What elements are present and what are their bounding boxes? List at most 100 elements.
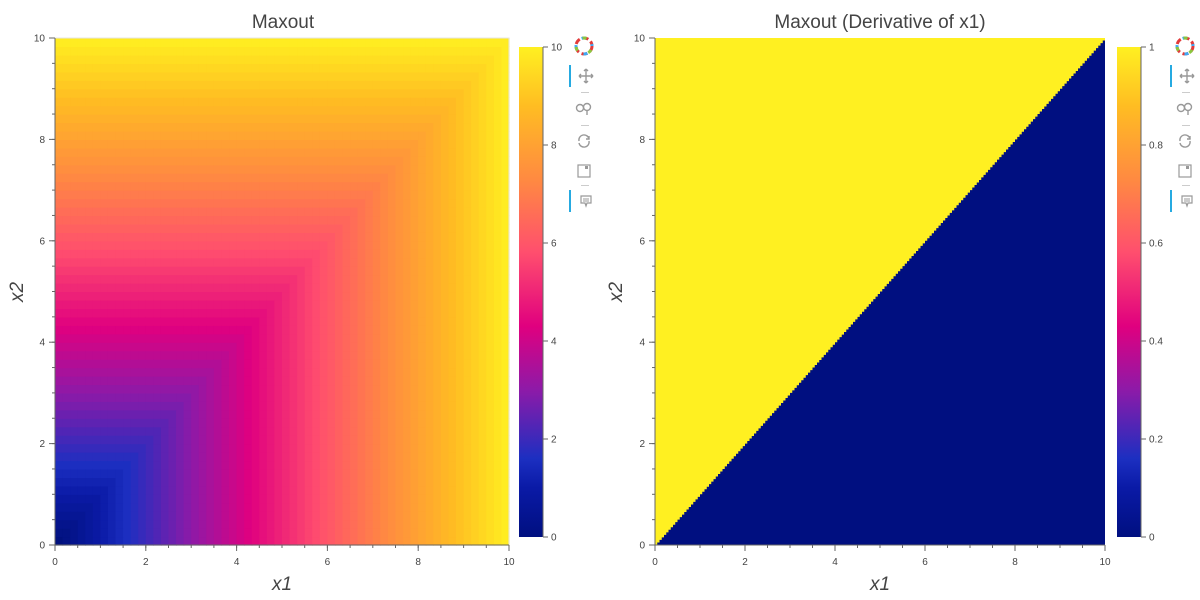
heatmap-cell bbox=[289, 105, 298, 115]
heatmap-cell bbox=[403, 367, 412, 377]
hover-icon[interactable] bbox=[1170, 190, 1200, 212]
heatmap-cell bbox=[342, 88, 351, 98]
heatmap-cell bbox=[342, 215, 351, 225]
heatmap-cell bbox=[387, 392, 397, 402]
heatmap-cell bbox=[304, 266, 313, 276]
heatmap-cell bbox=[478, 443, 487, 453]
heatmap-cell bbox=[501, 274, 510, 284]
heatmap-cell bbox=[456, 494, 465, 504]
heatmap-cell bbox=[319, 477, 328, 487]
chart-1-heatmap[interactable] bbox=[55, 38, 510, 546]
heatmap-cell bbox=[282, 409, 291, 419]
heatmap-cell bbox=[123, 452, 132, 462]
reset-icon[interactable] bbox=[1170, 130, 1200, 152]
heatmap-cell bbox=[236, 88, 245, 98]
heatmap-cell bbox=[77, 325, 86, 335]
heatmap-cell bbox=[229, 443, 238, 453]
heatmap-cell bbox=[319, 190, 328, 200]
heatmap-cell bbox=[198, 308, 207, 318]
heatmap-cell bbox=[319, 511, 328, 521]
heatmap-cell bbox=[85, 511, 94, 521]
heatmap-cell bbox=[266, 494, 276, 504]
heatmap-cell bbox=[372, 139, 381, 149]
heatmap-cell bbox=[274, 232, 283, 242]
heatmap-cell bbox=[274, 190, 283, 200]
heatmap-cell bbox=[115, 392, 124, 402]
heatmap-cell bbox=[448, 63, 457, 73]
wheel-zoom-icon[interactable] bbox=[1170, 98, 1200, 120]
heatmap-cell bbox=[55, 80, 64, 90]
pan-icon[interactable] bbox=[1170, 65, 1200, 87]
heatmap-cell bbox=[289, 477, 298, 487]
heatmap-cell bbox=[448, 536, 457, 546]
heatmap-cell bbox=[160, 519, 170, 529]
heatmap-cell bbox=[334, 63, 344, 73]
bokeh-logo-icon[interactable] bbox=[569, 35, 599, 57]
heatmap-cell bbox=[266, 308, 276, 318]
heatmap-cell bbox=[493, 147, 503, 157]
x-tick-label: 2 bbox=[742, 557, 748, 568]
heatmap-cell bbox=[168, 38, 177, 48]
heatmap-cell bbox=[115, 88, 124, 98]
heatmap-cell bbox=[213, 63, 223, 73]
reset-icon[interactable] bbox=[569, 130, 599, 152]
pan-icon[interactable] bbox=[569, 65, 601, 87]
bokeh-logo-icon[interactable] bbox=[1170, 35, 1200, 57]
heatmap-cell bbox=[425, 316, 434, 326]
heatmap-cell bbox=[433, 485, 442, 495]
heatmap-cell bbox=[251, 97, 260, 107]
heatmap-cell bbox=[70, 181, 79, 191]
heatmap-cell bbox=[130, 384, 139, 394]
heatmap-cell bbox=[259, 367, 268, 377]
heatmap-cell bbox=[244, 409, 253, 419]
heatmap-cell bbox=[327, 274, 336, 284]
heatmap-cell bbox=[433, 147, 442, 157]
heatmap-cell bbox=[100, 249, 109, 259]
heatmap-cell bbox=[463, 316, 472, 326]
heatmap-cell bbox=[259, 443, 268, 453]
heatmap-cell bbox=[236, 122, 245, 132]
heatmap-cell bbox=[463, 435, 472, 445]
heatmap-cell bbox=[176, 38, 185, 48]
heatmap-cell bbox=[365, 190, 374, 200]
heatmap-cell bbox=[380, 257, 389, 267]
heatmap-cell bbox=[55, 97, 64, 107]
heatmap-cell bbox=[138, 266, 147, 276]
heatmap-cell bbox=[418, 452, 427, 462]
heatmap-cell bbox=[380, 392, 389, 402]
heatmap-cell bbox=[107, 350, 117, 360]
heatmap-cell bbox=[70, 147, 79, 157]
heatmap-cell bbox=[501, 122, 510, 132]
heatmap-cell bbox=[198, 71, 207, 81]
wheel-zoom-icon[interactable] bbox=[569, 98, 599, 120]
heatmap-cell bbox=[221, 299, 230, 309]
heatmap-cell bbox=[350, 114, 359, 124]
save-icon[interactable] bbox=[569, 160, 599, 182]
heatmap-cell bbox=[350, 460, 359, 470]
heatmap-cell bbox=[357, 452, 366, 462]
heatmap-cell bbox=[221, 130, 230, 140]
heatmap-cell bbox=[387, 198, 397, 208]
heatmap-cell bbox=[304, 54, 313, 64]
heatmap-cell bbox=[319, 130, 328, 140]
heatmap-cell bbox=[410, 477, 419, 487]
save-icon[interactable] bbox=[1170, 160, 1200, 182]
chart-2-heatmap[interactable] bbox=[655, 38, 1105, 545]
heatmap-cell bbox=[289, 63, 298, 73]
heatmap-cell bbox=[274, 215, 283, 225]
heatmap-cell bbox=[365, 342, 374, 352]
heatmap-cell bbox=[70, 173, 79, 183]
heatmap-cell bbox=[478, 342, 487, 352]
heatmap-cell bbox=[418, 291, 427, 301]
heatmap-cell bbox=[440, 502, 450, 512]
heatmap-cell bbox=[85, 139, 94, 149]
x-tick-label: 4 bbox=[234, 557, 240, 568]
heatmap-cell bbox=[365, 333, 374, 343]
heatmap-cell bbox=[100, 350, 109, 360]
heatmap-cell bbox=[380, 164, 389, 174]
heatmap-cell bbox=[138, 173, 147, 183]
heatmap-cell bbox=[100, 232, 109, 242]
heatmap-cell bbox=[153, 350, 162, 360]
heatmap-cell bbox=[372, 266, 381, 276]
hover-icon[interactable] bbox=[569, 190, 601, 212]
